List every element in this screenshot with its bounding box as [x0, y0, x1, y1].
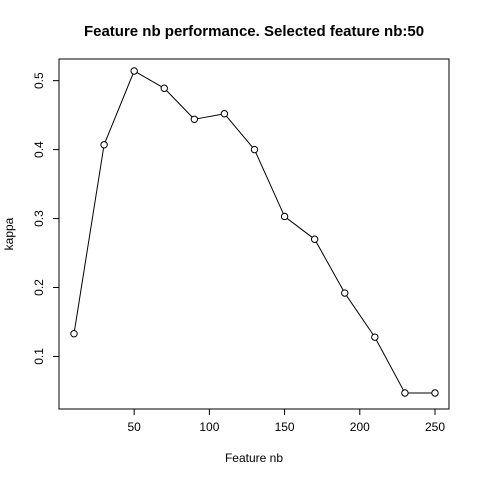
series-line-segment — [226, 115, 253, 148]
data-point — [160, 84, 168, 92]
series-line-segment — [286, 218, 313, 238]
x-tick-label: 200 — [350, 420, 370, 434]
x-tick-label: 100 — [199, 420, 219, 434]
series-line-segment — [375, 339, 404, 391]
x-axis-label: Feature nb — [225, 451, 283, 465]
x-tick-label: 50 — [127, 420, 141, 434]
y-axis: 0.1 0.2 0.3 0.4 0.5 — [32, 72, 60, 365]
x-tick-label: 250 — [425, 420, 445, 434]
y-tick-label: 0.3 — [32, 210, 46, 227]
y-tick-label: 0.5 — [32, 72, 46, 89]
series-line-segment — [136, 72, 162, 88]
data-point — [130, 67, 138, 75]
series-line-segment — [197, 113, 222, 120]
data-point — [70, 330, 78, 338]
series-line-segment — [166, 90, 193, 118]
series-line-segment — [346, 295, 374, 335]
y-tick-label: 0.4 — [32, 141, 46, 158]
data-point — [371, 333, 379, 341]
chart-title: Feature nb performance. Selected feature… — [84, 23, 424, 40]
data-point — [220, 110, 229, 118]
data-point — [280, 212, 289, 221]
data-point — [190, 115, 199, 123]
x-tick-label: 150 — [275, 420, 295, 434]
data-point — [310, 235, 319, 243]
series-line-segment — [74, 147, 105, 331]
data-point — [401, 389, 409, 397]
series-line-segment — [315, 241, 344, 291]
data-series — [70, 67, 439, 397]
data-point — [341, 289, 349, 297]
series-line-segment — [104, 73, 134, 143]
y-tick-label: 0.2 — [32, 279, 46, 296]
data-point — [431, 389, 439, 397]
series-line-segment — [255, 152, 284, 214]
data-point — [100, 141, 108, 149]
y-tick-label: 0.1 — [32, 348, 46, 365]
data-point — [250, 145, 259, 154]
y-axis-label: kappa — [2, 217, 16, 250]
x-axis: 50 100 150 200 250 — [127, 408, 445, 434]
